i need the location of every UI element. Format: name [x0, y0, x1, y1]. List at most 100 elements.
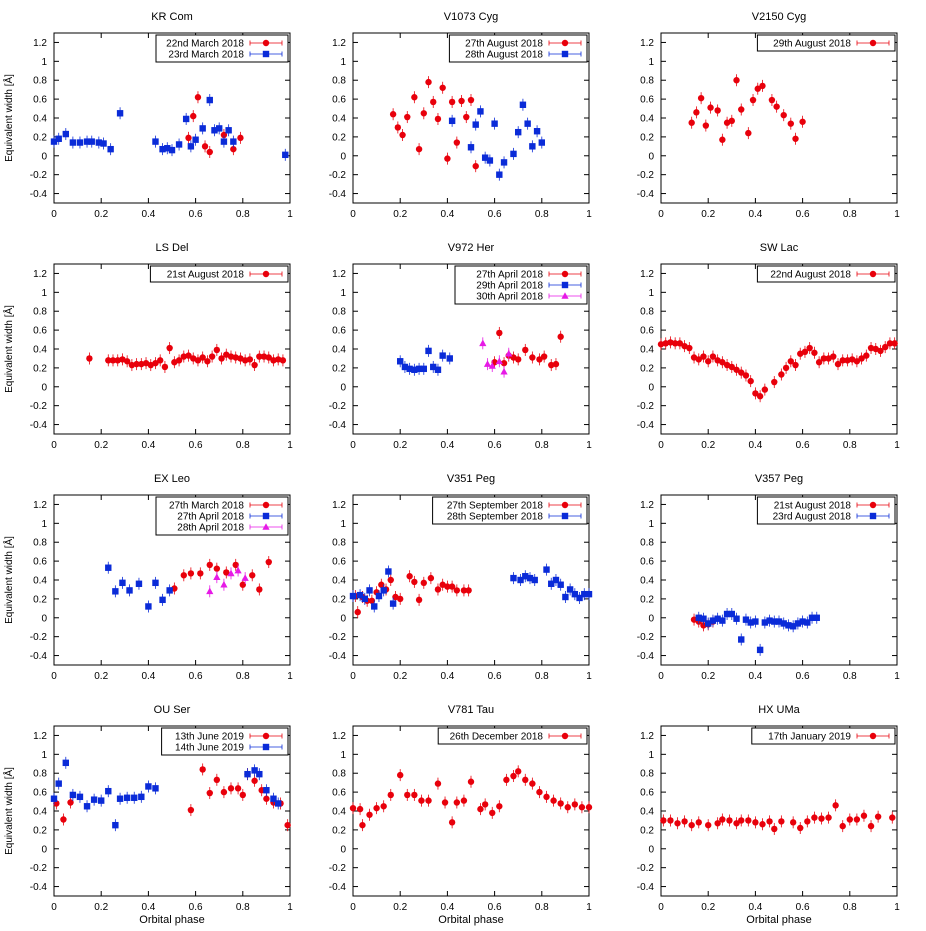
y-tick-label: -0.2	[329, 863, 347, 874]
y-tick-label: 0.8	[640, 769, 654, 780]
y-tick-label: 0.6	[640, 788, 654, 799]
data-point	[503, 776, 510, 784]
data-point	[500, 359, 508, 367]
series-1	[349, 765, 593, 832]
panel-title: EX Leo	[154, 473, 190, 485]
y-tick-label: 0	[41, 382, 47, 393]
legend-marker	[262, 501, 270, 509]
data-point	[453, 587, 461, 594]
legend-marker	[561, 50, 569, 58]
data-point	[453, 799, 461, 806]
data-point	[705, 358, 712, 365]
x-axis-label: Orbital phase	[139, 914, 204, 926]
y-tick-label: -0.2	[637, 170, 655, 181]
data-point	[688, 119, 695, 126]
data-point	[794, 620, 802, 627]
y-tick-label: -0.4	[637, 420, 655, 431]
data-point	[397, 771, 404, 779]
panel-1: KR Com 0 0.2 0.4 0.6 0.8 1 -0.4 -0.2 0 0.2 0.4 0.6 0.…	[2, 11, 293, 220]
data-point	[112, 821, 119, 829]
y-tick-label: 0	[648, 382, 654, 393]
data-point	[265, 558, 272, 566]
data-point	[479, 339, 487, 347]
legend-label: 27th August 2018	[465, 39, 543, 50]
data-point	[756, 646, 764, 654]
y-tick-label: 1.2	[332, 269, 346, 280]
data-point	[709, 617, 717, 624]
y-tick-label: 0.8	[332, 538, 346, 549]
data-point	[467, 96, 475, 104]
data-point	[356, 805, 364, 813]
data-point	[425, 347, 432, 355]
data-point	[206, 148, 213, 156]
y-axis-label: Equivalent width [Å]	[2, 74, 15, 162]
x-tick-label: 0.2	[701, 902, 715, 913]
data-point	[126, 587, 133, 594]
data-point	[430, 98, 437, 106]
y-tick-label: 0.4	[332, 345, 346, 356]
data-point	[420, 579, 427, 587]
x-tick-label: 0	[658, 902, 664, 913]
data-point	[62, 759, 69, 767]
legend: 21st August 2018	[149, 265, 289, 283]
data-point	[239, 791, 246, 799]
data-point	[199, 766, 206, 773]
data-point	[792, 135, 799, 142]
data-point	[858, 355, 865, 362]
data-point	[728, 610, 735, 618]
data-point	[251, 361, 258, 369]
data-point	[787, 120, 794, 127]
data-point	[818, 815, 825, 822]
x-tick-label: 0.4	[141, 902, 155, 913]
legend-marker	[262, 270, 270, 278]
data-point	[138, 793, 145, 801]
data-point	[797, 824, 804, 832]
x-tick-label: 0	[51, 671, 57, 682]
data-point	[745, 129, 752, 137]
data-point	[782, 364, 790, 372]
data-point	[700, 353, 707, 360]
legend-marker	[262, 512, 270, 520]
data-point	[444, 583, 451, 590]
data-point	[282, 151, 289, 159]
data-point	[804, 818, 811, 825]
data-point	[152, 579, 159, 587]
legend-label: 21st August 2018	[774, 501, 852, 512]
legend-box	[751, 727, 896, 745]
panel-3: V2150 Cyg 0 0.2 0.4 0.6 0.8 1 -0.4 -0.2 0 0.2 0.4 0.…	[637, 11, 900, 220]
data-point	[349, 804, 357, 812]
panel-title: V351 Peg	[447, 473, 495, 485]
data-point	[874, 813, 882, 820]
x-tick-label: 1	[894, 671, 900, 682]
data-point	[853, 358, 861, 365]
y-tick-label: 0.8	[332, 76, 346, 87]
data-point	[761, 619, 769, 626]
x-tick-label: 0.6	[488, 209, 502, 220]
x-tick-label: 0.6	[189, 671, 203, 682]
series-1	[352, 570, 472, 619]
legend-box	[432, 496, 588, 525]
data-point	[695, 819, 702, 826]
data-point	[839, 357, 846, 364]
data-point	[223, 569, 230, 576]
data-point	[522, 346, 529, 354]
legend: 22nd August 2018	[756, 265, 896, 283]
x-tick-label: 0	[51, 440, 57, 451]
y-tick-label: -0.4	[329, 651, 347, 662]
y-tick-label: 0	[648, 613, 654, 624]
legend-box	[448, 34, 588, 63]
data-point	[166, 587, 173, 594]
panel-9: V357 Peg 0 0.2 0.4 0.6 0.8 1 -0.4 -0.2 0 0.2 0.4 0.6…	[637, 473, 900, 682]
data-point	[891, 340, 898, 347]
data-point	[418, 797, 425, 804]
x-tick-label: 0.8	[236, 209, 250, 220]
y-tick-label: 0	[340, 613, 346, 624]
data-point	[180, 572, 187, 579]
data-point	[825, 814, 832, 821]
data-point	[815, 359, 823, 366]
data-point	[434, 115, 442, 123]
x-tick-label: 0.4	[440, 440, 454, 451]
data-point	[719, 617, 726, 624]
plot-frame	[352, 725, 590, 897]
